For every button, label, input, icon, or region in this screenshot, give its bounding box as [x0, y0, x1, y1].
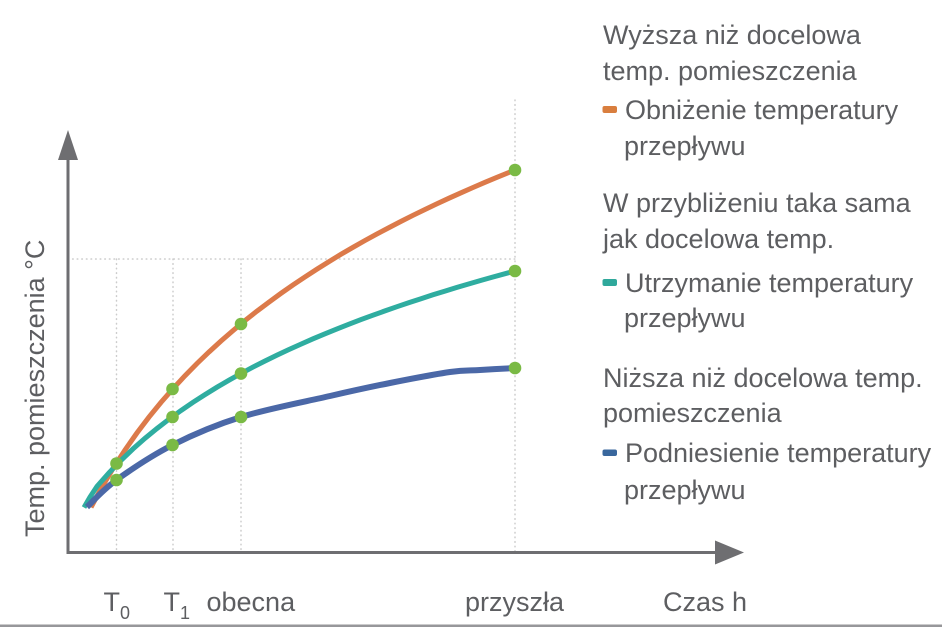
svg-text:przepływu: przepływu [624, 475, 746, 505]
svg-text:Podniesienie temperatury: Podniesienie temperatury [625, 438, 932, 468]
svg-text:W przybliżeniu taka sama: W przybliżeniu taka sama [603, 188, 912, 218]
svg-text:przepływu: przepływu [624, 131, 746, 161]
svg-text:pomieszczenia: pomieszczenia [603, 398, 783, 428]
svg-text:przyszła: przyszła [465, 587, 565, 617]
svg-text:przepływu: przepływu [624, 303, 746, 333]
svg-text:T1: T1 [164, 587, 191, 623]
svg-text:obecna: obecna [207, 587, 297, 617]
svg-text:Czas h: Czas h [663, 587, 747, 617]
svg-text:temp. pomieszczenia: temp. pomieszczenia [603, 56, 858, 86]
svg-text:Temp. pomieszczenia °C: Temp. pomieszczenia °C [20, 240, 50, 537]
svg-text:Utrzymanie temperatury: Utrzymanie temperatury [625, 268, 914, 298]
svg-text:Niższa niż docelowa temp.: Niższa niż docelowa temp. [603, 363, 923, 393]
svg-text:Wyższa niż docelowa: Wyższa niż docelowa [603, 20, 862, 50]
svg-text:jak docelowa temp.: jak docelowa temp. [602, 224, 834, 254]
svg-text:T0: T0 [104, 587, 131, 623]
svg-text:Obniżenie temperatury: Obniżenie temperatury [625, 95, 899, 125]
